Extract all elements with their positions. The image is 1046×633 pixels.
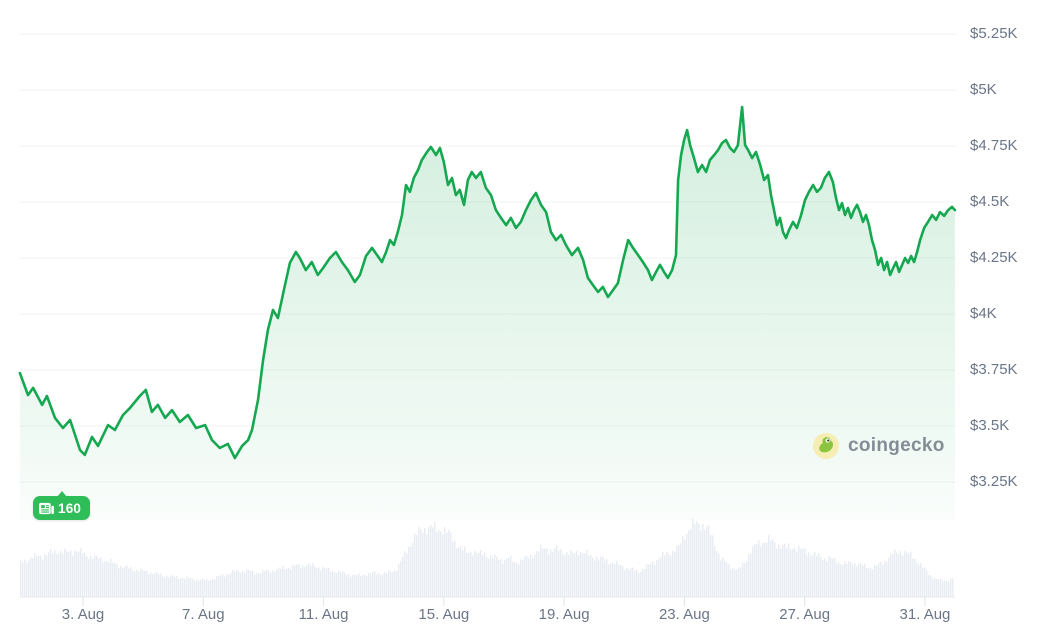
y-axis-label: $5K [970,81,997,98]
y-axis-label: $4.75K [970,137,1018,154]
coingecko-wordmark: coingecko [848,435,945,456]
x-axis-label: 27. Aug [779,606,831,623]
x-axis-label: 7. Aug [181,606,225,623]
y-axis-label: $3.5K [970,417,1010,434]
x-axis-label: 23. Aug [658,606,710,623]
x-axis-label: 15. Aug [418,606,470,623]
y-axis-label: $3.25K [970,473,1018,490]
x-axis-label: 3. Aug [61,606,105,623]
x-axis-label: 31. Aug [899,606,951,623]
price-area [19,107,955,520]
y-axis-label: $5.25K [970,25,1018,42]
price-line[interactable] [18,105,957,460]
y-axis-label: $3.75K [970,361,1018,378]
x-axis-label: 11. Aug [298,606,349,623]
y-axis-label: $4.5K [970,193,1010,210]
gecko-icon [813,433,839,459]
annotation-count-badge[interactable]: 160 [33,491,91,520]
badge-caret [56,491,67,497]
volume-bars [20,518,954,597]
x-axis-label: 19. Aug [538,606,590,623]
annotation-count: 160 [58,500,82,516]
y-axis-label: $4.25K [970,249,1018,266]
coingecko-watermark: coingecko [813,433,945,459]
y-axis-label: $4K [970,305,997,322]
news-icon [39,502,54,515]
